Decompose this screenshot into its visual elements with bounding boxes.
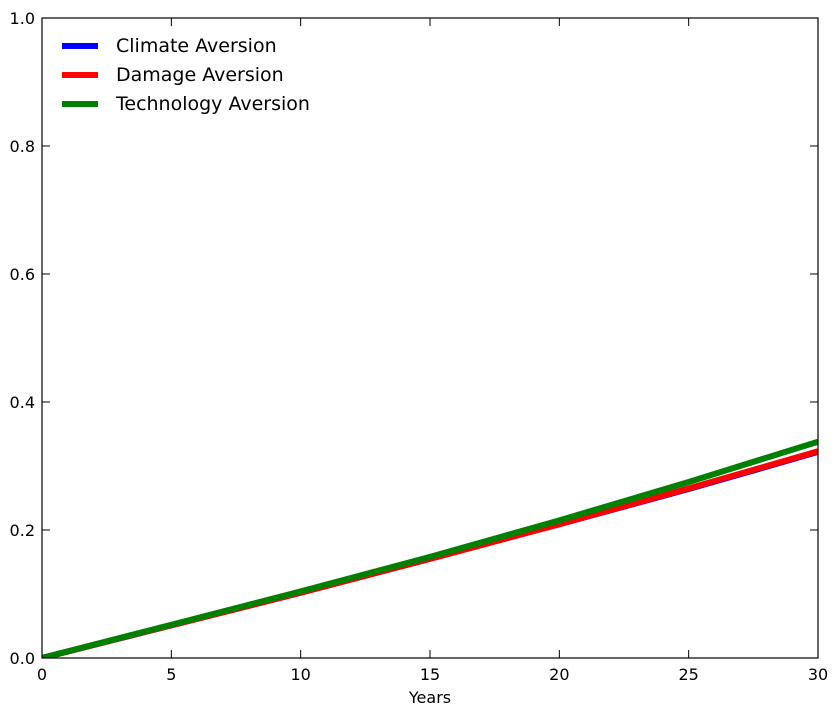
- y-tick-labels: 0.0 0.2 0.4 0.6 0.8 1.0: [10, 9, 35, 668]
- x-tick-label: 30: [808, 665, 828, 684]
- ticks: [41, 17, 819, 659]
- y-tick-label: 0.2: [10, 521, 35, 540]
- x-tick-label: 25: [678, 665, 698, 684]
- x-tick-labels: 0 5 10 15 20 25 30: [37, 665, 828, 684]
- x-axis-label: Years: [408, 688, 451, 707]
- y-tick-label: 0.0: [10, 649, 35, 668]
- plot-background: [42, 18, 818, 658]
- y-tick-label: 0.8: [10, 137, 35, 156]
- plot-area: [42, 18, 818, 658]
- legend-label-damage-aversion: Damage Aversion: [116, 64, 284, 86]
- x-tick-label: 5: [166, 665, 176, 684]
- legend: Climate Aversion Damage Aversion Technolog…: [62, 35, 310, 115]
- y-tick-label: 0.6: [10, 265, 35, 284]
- legend-label-technology-aversion: Technology Aversion: [115, 93, 310, 115]
- legend-label-climate-aversion: Climate Aversion: [116, 35, 277, 57]
- series-lines: [42, 438, 818, 658]
- x-tick-label: 20: [549, 665, 569, 684]
- x-tick-label: 15: [420, 665, 440, 684]
- x-tick-label: 10: [290, 665, 310, 684]
- y-tick-label: 1.0: [10, 9, 35, 28]
- x-tick-label: 0: [37, 665, 47, 684]
- series-line-technology-aversion: [42, 438, 818, 658]
- y-tick-label: 0.4: [10, 393, 35, 412]
